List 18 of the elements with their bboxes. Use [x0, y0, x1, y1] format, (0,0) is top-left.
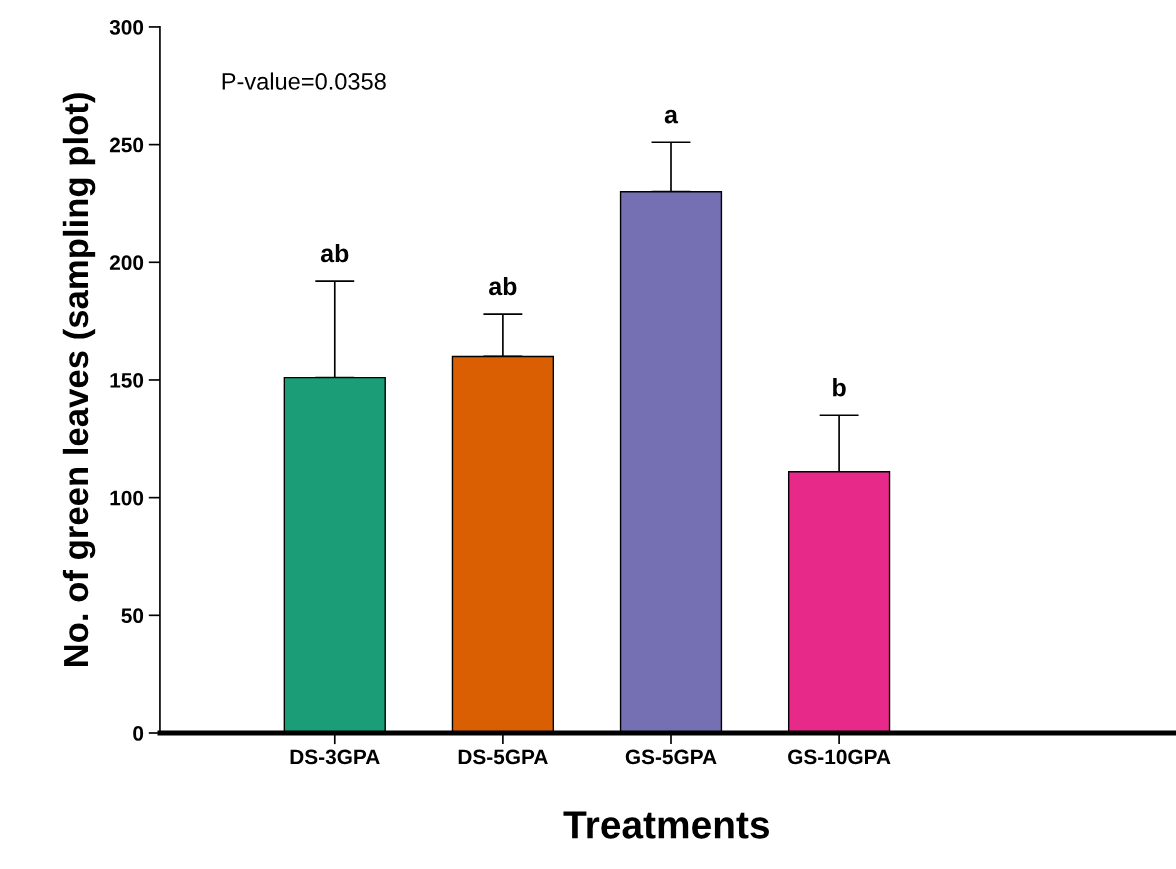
annotation: ab: [320, 243, 349, 263]
y-tick-label: 100: [110, 490, 144, 506]
y-tick-label: 50: [121, 608, 144, 624]
x-tick-label: DS-5GPA: [458, 749, 548, 765]
y-tick-label: 300: [109, 19, 144, 35]
annotation: b: [833, 378, 846, 397]
y-tick-label: 250: [109, 137, 144, 153]
x-axis-title: Treatments: [563, 811, 769, 839]
y-axis-title: No. of green leaves (sampling plot): [62, 93, 96, 667]
y-tick-label: 200: [109, 255, 144, 271]
x-tick-label: DS-3GPA: [290, 749, 380, 765]
annotation: P-value=0.0358: [222, 72, 386, 90]
y-tick-label: 150: [110, 372, 144, 388]
annotation: a: [664, 109, 679, 124]
x-tick-label: GS-10GPA: [788, 749, 891, 765]
x-tick-label: GS-5GPA: [625, 749, 717, 765]
y-tick-label: 0: [133, 726, 144, 741]
annotation: ab: [489, 276, 517, 296]
